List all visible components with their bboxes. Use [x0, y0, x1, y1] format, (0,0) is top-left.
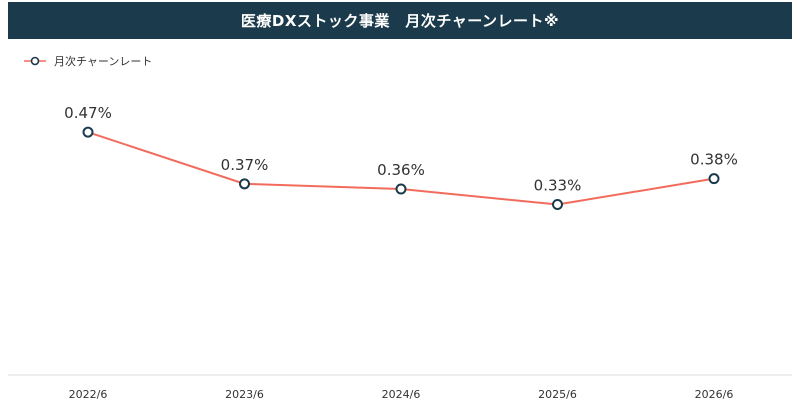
legend-label: 月次チャーンレート [54, 55, 153, 68]
data-point [239, 178, 250, 190]
data-point [708, 173, 720, 185]
x-tick-label: 2023/6 [225, 388, 264, 401]
x-tick-label: 2026/6 [695, 388, 734, 401]
legend: 月次チャーンレート [24, 53, 152, 69]
data-point [82, 126, 94, 138]
data-label: 0.38% [690, 151, 738, 169]
chart-title: 医療DXストック事業 月次チャーンレート※ [8, 2, 792, 39]
data-label: 0.33% [534, 177, 582, 195]
data-label: 0.36% [377, 161, 425, 179]
chart-title-text: 医療DXストック事業 月次チャーンレート※ [240, 12, 560, 30]
x-tick-label: 2025/6 [538, 388, 577, 401]
data-point [395, 183, 407, 195]
data-point [552, 199, 563, 210]
data-label: 0.47% [64, 104, 112, 122]
x-tick-label: 2022/6 [69, 388, 108, 401]
x-tick-label: 2024/6 [382, 388, 421, 401]
data-label: 0.37% [221, 156, 269, 174]
legend-line-marker-icon [24, 56, 46, 66]
